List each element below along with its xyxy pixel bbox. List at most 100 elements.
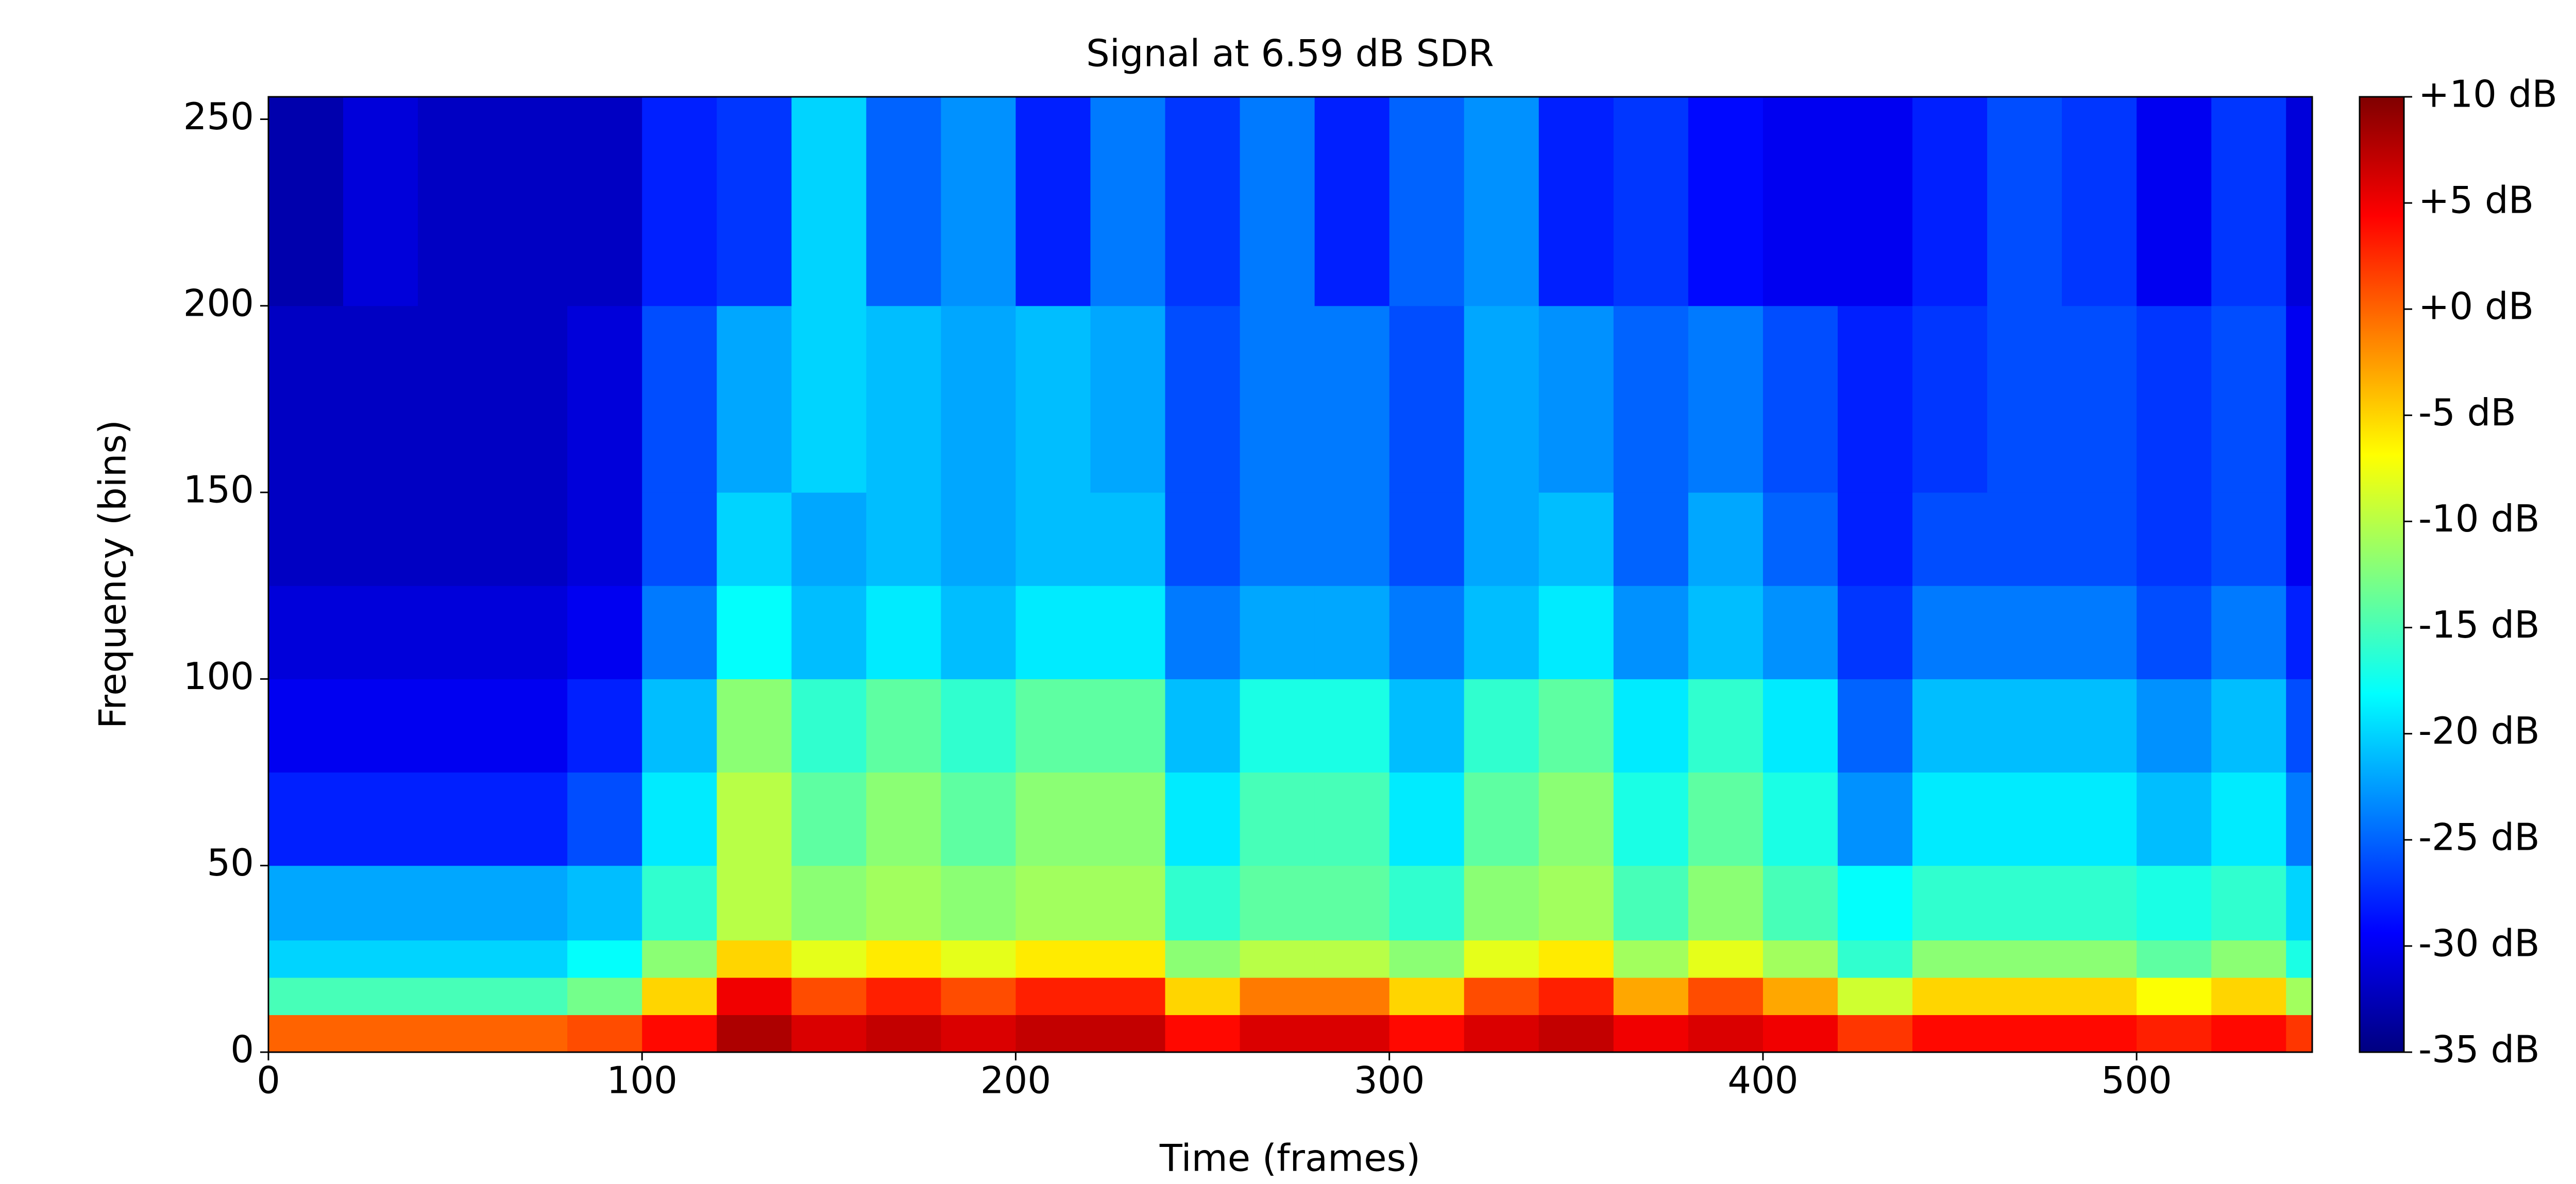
heatmap-cell — [1837, 586, 1913, 679]
heatmap-cell — [1015, 492, 1091, 586]
heatmap-cell — [2211, 97, 2286, 306]
heatmap-cell — [1987, 772, 2062, 866]
heatmap-cell — [642, 305, 717, 493]
heatmap-cell — [268, 679, 344, 773]
heatmap-cell — [2286, 586, 2313, 679]
heatmap-cell — [1090, 977, 1166, 1016]
heatmap-cell — [1464, 679, 1539, 773]
heatmap-cell — [717, 865, 792, 941]
heatmap-cell — [2137, 772, 2212, 866]
heatmap-cell — [2286, 679, 2313, 773]
heatmap-cell — [1613, 586, 1689, 679]
heatmap-cell — [1314, 492, 1390, 586]
heatmap-cell — [1389, 865, 1465, 941]
heatmap-cell — [1314, 97, 1390, 306]
heatmap-cell — [2286, 492, 2313, 586]
heatmap-cell — [1389, 977, 1465, 1016]
heatmap-cell — [1389, 492, 1465, 586]
heatmap-cell — [567, 97, 642, 306]
heatmap-cell — [866, 1015, 941, 1053]
heatmap-cell — [1762, 865, 1838, 941]
heatmap-cell — [1240, 586, 1315, 679]
heatmap-cell — [2211, 492, 2286, 586]
heatmap-cell — [1389, 679, 1465, 773]
heatmap-cell — [791, 97, 867, 306]
heatmap-cell — [1165, 97, 1241, 306]
heatmap-cell — [1090, 492, 1166, 586]
heatmap-cell — [343, 97, 418, 306]
heatmap-cell — [1165, 772, 1241, 866]
heatmap-cell — [268, 1015, 344, 1053]
heatmap-cell — [418, 772, 493, 866]
heatmap-cell — [418, 586, 493, 679]
heatmap-cell — [717, 679, 792, 773]
heatmap-cell — [1912, 679, 1988, 773]
heatmap-cell — [1912, 1015, 1988, 1053]
heatmap-cell — [418, 679, 493, 773]
heatmap-cell — [717, 586, 792, 679]
heatmap-cell — [2137, 97, 2212, 306]
heatmap-cell — [1015, 772, 1091, 866]
heatmap-cell — [2286, 772, 2313, 866]
heatmap-cell — [1314, 305, 1390, 493]
heatmap-cell — [1837, 977, 1913, 1016]
y-tick-label: 150 — [183, 468, 254, 511]
heatmap-cell — [1240, 772, 1315, 866]
x-tick-label: 100 — [607, 1059, 677, 1102]
heatmap-cell — [791, 977, 867, 1016]
heatmap-cell — [1314, 679, 1390, 773]
heatmap-cell — [866, 977, 941, 1016]
heatmap-cell — [2286, 97, 2313, 306]
heatmap-cell — [1464, 940, 1539, 978]
heatmap-cell — [418, 305, 493, 493]
heatmap-cell — [2137, 492, 2212, 586]
colorbar-tick-label: -5 dB — [2418, 391, 2516, 434]
heatmap-cell — [1464, 977, 1539, 1016]
heatmap-cell — [567, 772, 642, 866]
heatmap-cell — [2211, 586, 2286, 679]
heatmap-cell — [493, 977, 568, 1016]
y-tick-label: 200 — [183, 281, 254, 324]
heatmap-cell — [1538, 977, 1614, 1016]
heatmap-cell — [1464, 97, 1539, 306]
heatmap-cell — [866, 865, 941, 941]
heatmap-cell — [2062, 305, 2137, 493]
heatmap-cell — [1987, 940, 2062, 978]
heatmap-cell — [2062, 940, 2137, 978]
x-tick-label: 200 — [980, 1059, 1051, 1102]
heatmap-cell — [1240, 305, 1315, 493]
heatmap-cell — [1688, 97, 1764, 306]
heatmap-cell — [941, 977, 1016, 1016]
heatmap-cell — [1688, 586, 1764, 679]
heatmap-cell — [1688, 305, 1764, 493]
heatmap-cell — [2211, 679, 2286, 773]
heatmap-cell — [1762, 586, 1838, 679]
heatmap-cell — [2062, 586, 2137, 679]
heatmap-cell — [642, 1015, 717, 1053]
heatmap-cell — [418, 492, 493, 586]
heatmap-cell — [1987, 492, 2062, 586]
heatmap-cell — [1837, 940, 1913, 978]
heatmap-cell — [642, 940, 717, 978]
heatmap-cell — [2062, 772, 2137, 866]
heatmap-cell — [1762, 679, 1838, 773]
heatmap-cell — [1613, 305, 1689, 493]
heatmap-cell — [1837, 865, 1913, 941]
heatmap-cell — [2137, 305, 2212, 493]
heatmap-cell — [1389, 1015, 1465, 1053]
colorbar-tick-label: -25 dB — [2418, 815, 2540, 859]
heatmap-cell — [1314, 865, 1390, 941]
heatmap-cell — [2286, 940, 2313, 978]
y-tick-label: 250 — [183, 95, 254, 138]
heatmap-cell — [268, 977, 344, 1016]
heatmap-cell — [1688, 492, 1764, 586]
heatmap-cell — [343, 940, 418, 978]
heatmap-cell — [343, 1015, 418, 1053]
heatmap-cell — [343, 586, 418, 679]
heatmap-cell — [493, 305, 568, 493]
heatmap-cell — [1314, 586, 1390, 679]
heatmap-cell — [1165, 679, 1241, 773]
heatmap-cell — [418, 940, 493, 978]
heatmap-cell — [268, 586, 344, 679]
colorbar-tick-label: -35 dB — [2418, 1028, 2540, 1071]
